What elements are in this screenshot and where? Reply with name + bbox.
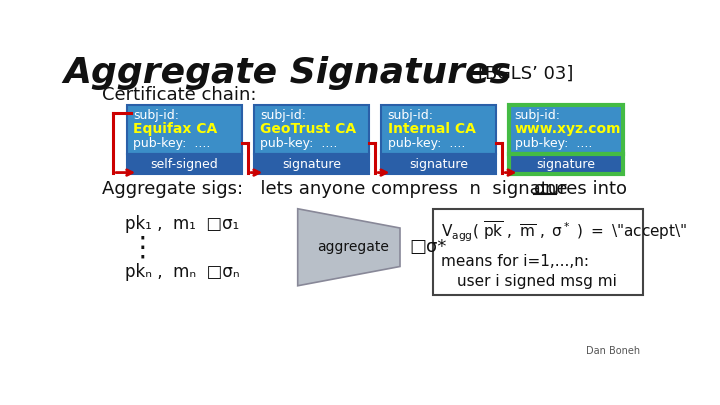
Bar	[127, 154, 242, 174]
Text: aggregate: aggregate	[317, 240, 389, 254]
Text: subj-id:: subj-id:	[261, 109, 307, 122]
Bar	[382, 154, 496, 174]
Text: user i signed msg mi: user i signed msg mi	[456, 275, 616, 290]
Text: pkₙ ,  mₙ  □σₙ: pkₙ , mₙ □σₙ	[125, 263, 240, 281]
Text: one: one	[534, 180, 567, 198]
Text: □σ*: □σ*	[409, 238, 446, 256]
Text: signature: signature	[409, 158, 468, 171]
Text: GeoTrust CA: GeoTrust CA	[261, 122, 356, 136]
Text: subj-id:: subj-id:	[387, 109, 433, 122]
Text: signature: signature	[536, 158, 595, 171]
Text: pub-key:  ....: pub-key: ....	[261, 137, 338, 150]
Text: Dan Boneh: Dan Boneh	[586, 346, 640, 356]
Bar	[508, 105, 624, 154]
Text: subj-id:: subj-id:	[133, 109, 179, 122]
Text: pub-key:  ....: pub-key: ....	[133, 137, 211, 150]
Bar	[433, 209, 642, 295]
Bar	[127, 105, 242, 154]
Bar	[382, 105, 496, 154]
Text: Internal CA: Internal CA	[387, 122, 475, 136]
Text: self-signed: self-signed	[150, 158, 218, 171]
Bar	[254, 105, 369, 154]
Text: pk₁ ,  m₁  □σ₁: pk₁ , m₁ □σ₁	[125, 215, 239, 233]
Text: Equifax CA: Equifax CA	[133, 122, 217, 136]
Text: Certificate chain:: Certificate chain:	[102, 86, 256, 104]
Text: $\mathregular{V_{agg}(\ \overline{pk}\ ,\ \overline{m}\ ,\ \sigma^*\ )\ =\ }$\"a: $\mathregular{V_{agg}(\ \overline{pk}\ ,…	[441, 220, 688, 244]
Text: ⋮: ⋮	[129, 234, 156, 262]
Bar	[508, 154, 624, 174]
Text: subj-id:: subj-id:	[515, 109, 561, 122]
Text: www.xyz.com: www.xyz.com	[515, 122, 621, 136]
Bar	[254, 154, 369, 174]
Text: signature: signature	[282, 158, 341, 171]
Text: [BGLS’ 03]: [BGLS’ 03]	[477, 64, 573, 82]
Text: Aggregate sigs:   lets anyone compress  n  signatures into: Aggregate sigs: lets anyone compress n s…	[102, 180, 638, 198]
Text: pub-key:  ....: pub-key: ....	[387, 137, 465, 150]
Text: pub-key:  ....: pub-key: ....	[515, 137, 592, 150]
Text: Aggregate Signatures: Aggregate Signatures	[63, 56, 512, 90]
Text: means for i=1,...,n:: means for i=1,...,n:	[441, 254, 589, 269]
Polygon shape	[297, 209, 400, 286]
